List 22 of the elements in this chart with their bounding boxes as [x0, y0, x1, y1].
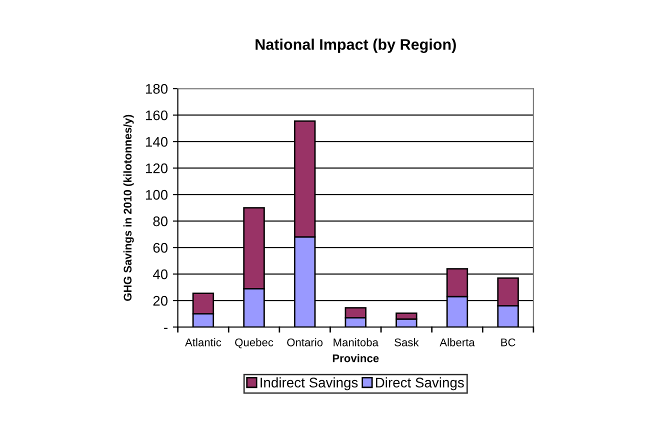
y-tick-label: 180	[146, 84, 168, 94]
y-tick-label: 40	[152, 269, 168, 280]
x-tick-label: Atlantic	[185, 338, 222, 346]
y-tick-label: 140	[146, 136, 168, 147]
y-tick-label: 80	[153, 216, 168, 226]
y-tick-label: -	[164, 328, 168, 329]
y-tick-label: 20	[153, 296, 168, 306]
legend-label: Indirect Savings	[260, 377, 358, 390]
x-tick-label: Manitoba	[334, 338, 378, 346]
legend-label: Direct Savings	[376, 377, 464, 390]
x-tick-label: Sask	[394, 338, 419, 346]
x-tick-label: Quebec	[235, 338, 274, 348]
x-tick-label: Alberta	[440, 338, 475, 346]
chart-title: National Impact (by Region)	[256, 38, 456, 53]
x-tick-label: BC	[501, 338, 516, 346]
y-tick-label: 100	[146, 190, 168, 200]
y-axis-title: GHG Savings in 2010 (kilotonnes/y)	[123, 114, 134, 301]
y-tick-label: 120	[146, 163, 168, 174]
y-tick-label: 60	[153, 242, 168, 253]
y-tick-label: 160	[146, 110, 168, 120]
x-axis-title: Province	[332, 354, 379, 362]
x-tick-label: Ontario	[287, 338, 323, 346]
